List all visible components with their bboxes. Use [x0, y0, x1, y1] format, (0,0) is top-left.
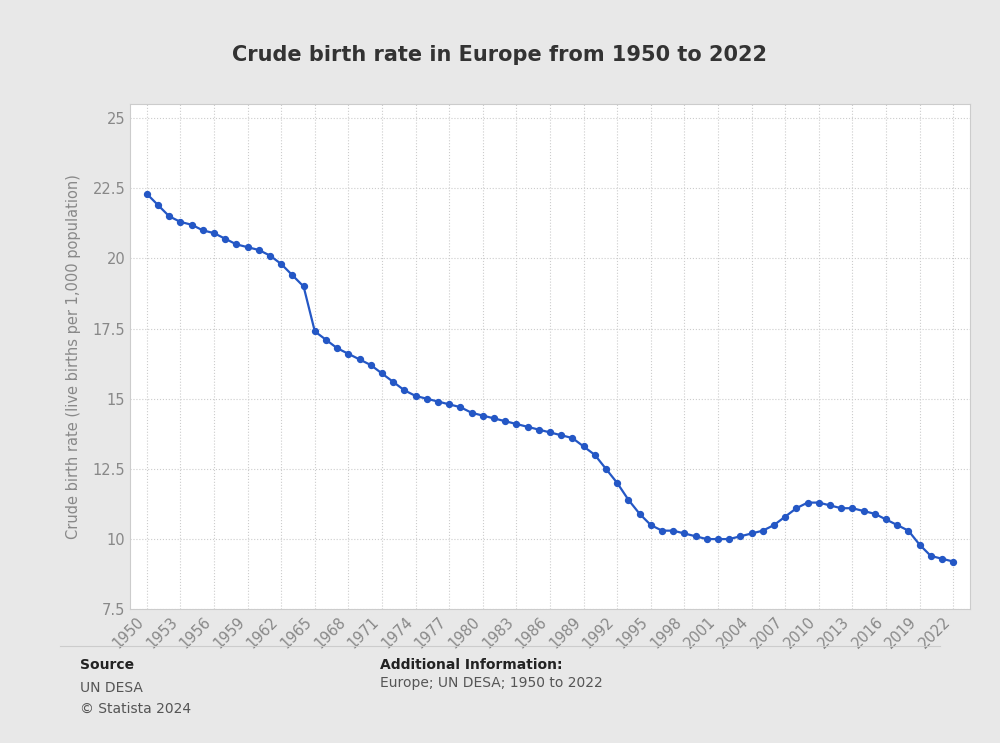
- Point: [273, 258, 289, 270]
- Point: [396, 384, 412, 396]
- Point: [464, 407, 480, 419]
- Point: [508, 418, 524, 430]
- Point: [598, 463, 614, 475]
- Point: [609, 477, 625, 489]
- Point: [430, 395, 446, 407]
- Point: [744, 528, 760, 539]
- Point: [721, 533, 737, 545]
- Point: [240, 241, 256, 253]
- Text: Europe; UN DESA; 1950 to 2022: Europe; UN DESA; 1950 to 2022: [380, 676, 603, 690]
- Point: [811, 496, 827, 508]
- Point: [296, 281, 312, 293]
- Point: [867, 508, 883, 520]
- Point: [329, 343, 345, 354]
- Point: [195, 224, 211, 236]
- Point: [307, 325, 323, 337]
- Point: [788, 502, 804, 514]
- Point: [587, 449, 603, 461]
- Point: [206, 227, 222, 239]
- Point: [576, 441, 592, 452]
- Point: [732, 531, 748, 542]
- Point: [441, 398, 457, 410]
- Point: [139, 188, 155, 200]
- Point: [665, 525, 681, 536]
- Point: [284, 269, 300, 281]
- Point: [497, 415, 513, 427]
- Point: [945, 556, 961, 568]
- Point: [643, 519, 659, 531]
- Point: [564, 432, 580, 444]
- Point: [844, 502, 860, 514]
- Point: [553, 429, 569, 441]
- Point: [755, 525, 771, 536]
- Point: [374, 368, 390, 380]
- Point: [710, 533, 726, 545]
- Point: [654, 525, 670, 536]
- Point: [520, 421, 536, 432]
- Point: [620, 494, 636, 506]
- Point: [318, 334, 334, 345]
- Text: Additional Information:: Additional Information:: [380, 658, 562, 672]
- Point: [688, 531, 704, 542]
- Point: [900, 525, 916, 536]
- Point: [408, 390, 424, 402]
- Point: [531, 424, 547, 435]
- Point: [923, 550, 939, 562]
- Point: [150, 199, 166, 211]
- Point: [878, 513, 894, 525]
- Point: [889, 519, 905, 531]
- Point: [800, 496, 816, 508]
- Point: [486, 412, 502, 424]
- Point: [676, 528, 692, 539]
- Point: [856, 505, 872, 517]
- Point: [777, 510, 793, 522]
- Point: [632, 508, 648, 520]
- Point: [475, 409, 491, 421]
- Point: [542, 426, 558, 438]
- Point: [161, 210, 177, 222]
- Point: [822, 499, 838, 511]
- Point: [262, 250, 278, 262]
- Point: [251, 244, 267, 256]
- Point: [184, 218, 200, 230]
- Text: Source: Source: [80, 658, 134, 672]
- Point: [452, 401, 468, 413]
- Text: Crude birth rate in Europe from 1950 to 2022: Crude birth rate in Europe from 1950 to …: [232, 45, 768, 65]
- Point: [934, 553, 950, 565]
- Point: [385, 376, 401, 388]
- Y-axis label: Crude birth rate (live births per 1,000 population): Crude birth rate (live births per 1,000 …: [66, 174, 81, 539]
- Text: UN DESA
© Statista 2024: UN DESA © Statista 2024: [80, 681, 191, 716]
- Point: [419, 393, 435, 405]
- Point: [340, 348, 356, 360]
- Point: [766, 519, 782, 531]
- Point: [352, 354, 368, 366]
- Point: [833, 502, 849, 514]
- Point: [363, 359, 379, 371]
- Point: [228, 239, 244, 250]
- Point: [217, 233, 233, 244]
- Point: [699, 533, 715, 545]
- Point: [172, 216, 188, 228]
- Point: [912, 539, 928, 551]
